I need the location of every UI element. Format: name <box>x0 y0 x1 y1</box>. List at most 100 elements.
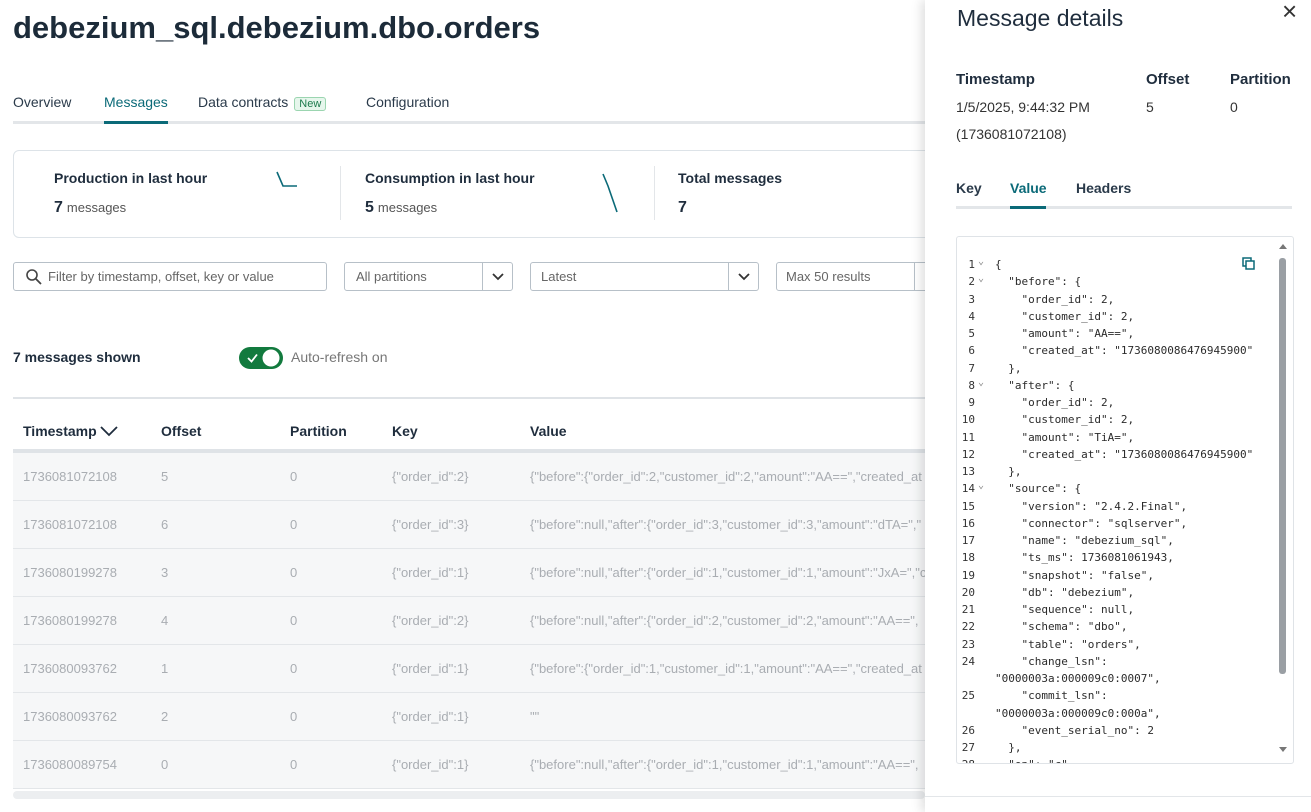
code-line: 24 "change_lsn": "0000003a:000009c0:0007… <box>957 653 1287 688</box>
tab[interactable]: Data contracts New <box>198 94 327 111</box>
table-row[interactable] <box>13 693 953 741</box>
meta-label: Timestamp <box>956 71 1035 88</box>
code-text: "db": "debezium", <box>995 585 1135 599</box>
copy-icon[interactable] <box>1241 256 1257 272</box>
stat-value-row: 7 <box>678 199 687 217</box>
meta-value: 0 <box>1230 99 1238 115</box>
chevron-icon <box>492 273 504 281</box>
details-panel: Message details × Timestamp 1/5/2025, 9:4… <box>925 0 1311 812</box>
table-cell: 4 <box>161 613 169 628</box>
detail-tab[interactable]: Value <box>1010 180 1047 196</box>
table-cell: 0 <box>161 757 169 772</box>
toggle[interactable] <box>238 346 284 370</box>
table-cell: {"order_id":1} <box>392 565 469 580</box>
start-select[interactable]: Latest <box>530 262 759 291</box>
line-number: 19 <box>961 568 975 582</box>
code-text: "event_serial_no": 2 <box>995 723 1154 737</box>
scroll-up[interactable] <box>1278 242 1288 250</box>
line-number: 23 <box>961 637 975 651</box>
divider <box>654 166 655 220</box>
fold-icon[interactable]: ⌄ <box>978 376 985 388</box>
table-row[interactable] <box>13 741 953 789</box>
search-placeholder: Filter by timestamp, offset, key or valu… <box>48 269 274 284</box>
close-button[interactable]: × <box>1282 0 1298 26</box>
line-number: 27 <box>961 741 975 754</box>
code-line: 25 "commit_lsn": "0000003a:000009c0:000a… <box>957 687 1287 722</box>
line-number: 13 <box>961 465 975 478</box>
table-row[interactable] <box>13 453 953 501</box>
sort-icon[interactable] <box>99 424 119 438</box>
code-text: "customer_id": 2, <box>995 413 1135 427</box>
code-line: 13 }, <box>957 463 1287 480</box>
table-row[interactable] <box>13 645 953 693</box>
fold-icon[interactable]: ⌄ <box>978 256 985 267</box>
column-header: Offset <box>161 423 202 439</box>
scroll-down[interactable] <box>1278 746 1288 754</box>
table-top-border <box>13 397 925 399</box>
code-line: 5 "amount": "AA==", <box>957 325 1287 342</box>
code-text: "before": { <box>995 275 1082 289</box>
code-line: 17 "name": "debezium_sql", <box>957 532 1287 549</box>
meta-label: Partition <box>1230 71 1291 88</box>
code-text: "order_id": 2, <box>995 292 1115 306</box>
line-number: 1 <box>968 258 975 271</box>
select-divider <box>728 263 729 290</box>
fold-icon[interactable]: ⌄ <box>978 273 985 285</box>
meta-value: 1/5/2025, 9:44:32 PM <box>956 99 1090 115</box>
panel-footer-rule <box>925 796 1311 797</box>
code-line: 19 "snapshot": "false", <box>957 567 1287 584</box>
code-text: "amount": "TiA=", <box>995 430 1135 444</box>
table-cell: {"order_id":1} <box>392 661 469 676</box>
line-number: 16 <box>961 516 975 530</box>
table-row[interactable] <box>13 501 953 549</box>
table-row[interactable] <box>13 597 953 645</box>
tab[interactable]: Messages <box>104 94 168 110</box>
select-value: All partitions <box>356 269 427 284</box>
table-cell: {"order_id":3} <box>392 517 469 532</box>
tab-rule <box>956 206 1292 209</box>
tab[interactable]: Overview <box>13 94 71 110</box>
column-header: Key <box>392 423 418 439</box>
code-line: 28 "op": "c", <box>957 756 1287 763</box>
detail-tab[interactable]: Headers <box>1076 180 1132 196</box>
search-icon <box>26 269 42 285</box>
code-line: 1 ⌄ { <box>957 256 1287 273</box>
table-cell: 0 <box>290 469 298 484</box>
h-scrollbar <box>13 791 925 799</box>
select-divider <box>914 263 915 290</box>
code-text: "name": "debezium_sql", <box>995 534 1174 547</box>
column-header[interactable]: Timestamp <box>23 423 97 439</box>
code-line: 4 "customer_id": 2, <box>957 308 1287 325</box>
code-line: 2 ⌄ "before": { <box>957 273 1287 290</box>
topic-title: debezium_sql.debezium.dbo.orders <box>13 10 541 45</box>
stat-value: 7 <box>678 199 687 216</box>
partition-select[interactable]: All partitions <box>344 262 513 291</box>
line-number: 10 <box>961 413 975 427</box>
stat-value-row: 7 messages <box>54 199 126 217</box>
code-text: "version": "2.4.2.Final", <box>995 499 1188 513</box>
table-cell: {"order_id":1} <box>392 709 469 724</box>
fold-icon[interactable]: ⌄ <box>978 480 985 492</box>
table-cell: {"before":null,"after":{"order_id":1,"cu… <box>530 565 927 580</box>
search-input[interactable]: Filter by timestamp, offset, key or valu… <box>13 262 327 291</box>
line-number: 9 <box>968 396 975 409</box>
line-number: 26 <box>961 723 975 737</box>
code-line: 18 "ts_ms": 1736081061943, <box>957 549 1287 566</box>
stat-value: 7 <box>54 199 63 216</box>
line-number: 4 <box>968 309 975 323</box>
table-cell: 1736080199278 <box>23 613 117 628</box>
tab-label: Overview <box>13 94 72 110</box>
tab-badge: New <box>294 97 327 111</box>
select-value: Max 50 results <box>786 269 871 284</box>
table-cell: 1 <box>161 661 169 676</box>
table-row[interactable] <box>13 549 953 597</box>
detail-tab[interactable]: Key <box>956 180 982 196</box>
table-cell: {"before":null,"after":{"order_id":2,"cu… <box>530 613 919 628</box>
line-number: 17 <box>961 534 975 547</box>
table-cell: 0 <box>290 661 298 676</box>
limit-select[interactable]: Max 50 results <box>776 262 946 291</box>
line-number: 11 <box>961 430 975 444</box>
code-text: "amount": "AA==", <box>995 327 1135 340</box>
tab[interactable]: Configuration <box>366 94 449 110</box>
